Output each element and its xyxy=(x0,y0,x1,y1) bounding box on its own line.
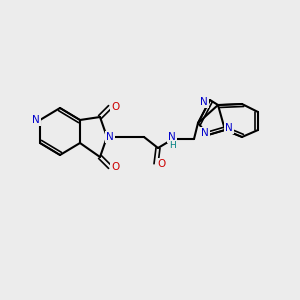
Text: N: N xyxy=(200,97,208,107)
Text: O: O xyxy=(157,159,165,169)
Text: O: O xyxy=(111,162,119,172)
Text: O: O xyxy=(111,102,119,112)
Text: N: N xyxy=(168,132,176,142)
Text: N: N xyxy=(201,128,209,138)
Text: N: N xyxy=(106,132,114,142)
Text: N: N xyxy=(225,123,233,133)
Text: H: H xyxy=(169,142,176,151)
Text: N: N xyxy=(32,115,40,125)
